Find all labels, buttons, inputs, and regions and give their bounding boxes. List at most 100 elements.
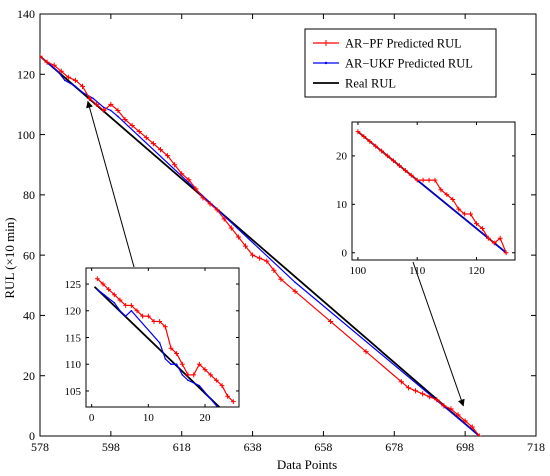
real-rul-line bbox=[40, 55, 480, 436]
data-point-marker bbox=[145, 313, 151, 319]
data-point-marker bbox=[157, 147, 164, 153]
x-tick-label: 618 bbox=[173, 440, 191, 454]
data-point-marker bbox=[136, 128, 142, 135]
x-axis-label: Data Points bbox=[277, 457, 337, 472]
data-point-marker bbox=[271, 267, 277, 273]
legend-marker bbox=[323, 40, 329, 46]
y-tick-label: 105 bbox=[65, 386, 82, 398]
x-tick-label: 20 bbox=[200, 412, 212, 424]
legend-label: AR−UKF Predicted RUL bbox=[345, 57, 473, 71]
data-point-marker bbox=[150, 141, 156, 147]
x-tick-label: 120 bbox=[468, 265, 485, 277]
annotation-arrows bbox=[86, 100, 465, 407]
data-point-marker bbox=[363, 349, 369, 355]
data-point-marker bbox=[151, 319, 157, 324]
data-point-marker bbox=[373, 143, 379, 149]
data-point-marker bbox=[230, 399, 236, 405]
plot-frame bbox=[85, 267, 240, 408]
data-point-marker bbox=[81, 91, 84, 94]
x-tick-label: 10 bbox=[143, 412, 155, 424]
data-point-marker bbox=[327, 318, 334, 325]
series-line bbox=[357, 131, 507, 253]
data-point-marker bbox=[196, 361, 202, 367]
data-point-marker bbox=[124, 315, 127, 317]
data-point-marker bbox=[110, 109, 112, 112]
data-point-marker bbox=[102, 106, 105, 109]
data-point-marker bbox=[96, 288, 99, 291]
data-point-marker bbox=[397, 163, 402, 168]
y-tick-label: 140 bbox=[17, 7, 35, 21]
x-tick-label: 0 bbox=[89, 412, 95, 424]
data-point-marker bbox=[117, 115, 119, 118]
legend-label: AR−PF Predicted RUL bbox=[345, 37, 462, 51]
data-point-marker bbox=[140, 313, 146, 319]
data-point-marker bbox=[292, 288, 298, 294]
data-point-marker bbox=[474, 221, 479, 227]
data-point-marker bbox=[221, 216, 227, 222]
inset-plot-early: 0 10 20 105 110 115 120 125 bbox=[65, 267, 240, 424]
data-point-marker bbox=[225, 393, 231, 399]
data-point-marker bbox=[87, 95, 93, 101]
data-point-marker bbox=[391, 158, 396, 164]
data-point-marker bbox=[207, 201, 213, 207]
data-point-marker bbox=[119, 309, 121, 312]
data-point-marker bbox=[115, 107, 121, 114]
data-point-marker bbox=[157, 319, 163, 324]
data-point-marker bbox=[497, 235, 503, 241]
inset-plot-late: 100 110 120 0 10 20 bbox=[336, 121, 516, 277]
data-point-marker bbox=[94, 101, 100, 108]
data-point-marker bbox=[405, 385, 412, 391]
data-point-marker bbox=[278, 276, 284, 282]
data-point-marker bbox=[74, 85, 77, 88]
data-point-marker bbox=[208, 372, 214, 378]
x-tick-label: 578 bbox=[31, 440, 49, 454]
data-point-marker bbox=[450, 197, 456, 202]
data-point-marker bbox=[480, 226, 485, 231]
data-point-marker bbox=[72, 77, 79, 83]
data-point-marker bbox=[503, 250, 509, 256]
data-point-marker bbox=[186, 177, 192, 183]
data-point-marker bbox=[214, 207, 220, 213]
y-tick-label: 20 bbox=[23, 369, 35, 383]
data-point-marker bbox=[361, 134, 367, 139]
data-point-marker bbox=[432, 177, 438, 183]
data-point-marker bbox=[426, 177, 432, 183]
legend-label: Real RUL bbox=[345, 77, 396, 91]
data-point-marker bbox=[65, 74, 71, 80]
data-point-marker bbox=[122, 116, 128, 123]
data-point-marker bbox=[420, 177, 426, 183]
data-point-marker bbox=[92, 97, 94, 100]
y-axis-label: RUL (×10 min) bbox=[2, 217, 17, 298]
data-point-marker bbox=[164, 358, 167, 360]
data-point-marker bbox=[179, 171, 185, 177]
data-point-marker bbox=[257, 255, 263, 261]
data-point-marker bbox=[456, 206, 462, 212]
y-tick-label: 0 bbox=[29, 429, 35, 443]
data-point-marker bbox=[242, 243, 249, 249]
y-tick-label: 40 bbox=[23, 309, 35, 323]
x-tick-label: 100 bbox=[350, 265, 367, 277]
data-point-marker bbox=[379, 148, 385, 154]
data-point-marker bbox=[123, 303, 129, 308]
data-point-marker bbox=[168, 345, 174, 351]
data-point-marker bbox=[485, 235, 491, 241]
data-point-marker bbox=[128, 303, 134, 308]
x-tick-label: 678 bbox=[385, 440, 403, 454]
data-point-marker bbox=[420, 391, 426, 397]
data-point-marker bbox=[367, 138, 373, 144]
data-point-marker bbox=[202, 367, 208, 372]
x-tick-label: 110 bbox=[409, 265, 426, 277]
data-point-marker bbox=[193, 186, 199, 192]
data-point-marker bbox=[185, 372, 191, 378]
data-point-marker bbox=[174, 351, 180, 356]
data-point-marker bbox=[448, 406, 454, 412]
data-point-marker bbox=[58, 68, 64, 74]
x-tick-label: 718 bbox=[527, 440, 545, 454]
y-tick-label: 120 bbox=[65, 306, 82, 318]
x-tick-label: 698 bbox=[456, 440, 474, 454]
data-point-marker bbox=[408, 172, 414, 178]
data-point-marker bbox=[249, 252, 256, 258]
data-point-marker bbox=[94, 276, 100, 282]
data-point-marker bbox=[235, 234, 241, 240]
